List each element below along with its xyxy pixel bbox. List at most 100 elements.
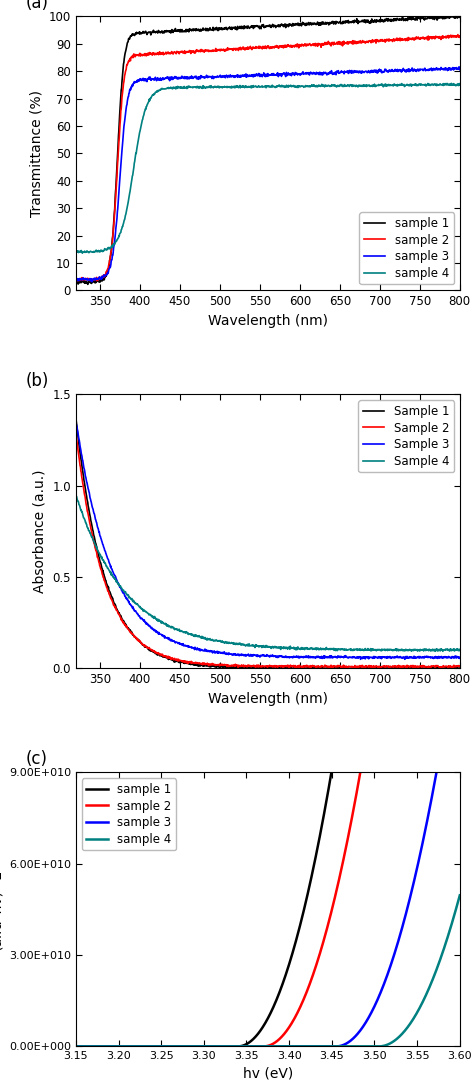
sample 4	[73, 245, 79, 258]
Sample 1	[228, 659, 234, 673]
Y-axis label: Absorbance (a.u.): Absorbance (a.u.)	[33, 470, 47, 593]
Legend: Sample 1, Sample 2, Sample 3, Sample 4: Sample 1, Sample 2, Sample 3, Sample 4	[358, 400, 454, 472]
Sample 4	[337, 643, 342, 656]
sample 2	[243, 41, 248, 55]
Sample 3	[379, 651, 385, 664]
sample 1	[73, 1040, 79, 1053]
Line: sample 2: sample 2	[76, 35, 460, 281]
Line: sample 1: sample 1	[76, 16, 460, 284]
sample 4	[112, 1040, 118, 1053]
Sample 1	[243, 662, 248, 675]
Text: (a): (a)	[26, 0, 49, 12]
sample 4	[337, 78, 343, 92]
sample 3	[373, 998, 378, 1012]
Line: Sample 3: Sample 3	[76, 420, 460, 659]
Sample 4	[242, 639, 248, 652]
sample 3	[373, 65, 378, 78]
Text: (c): (c)	[26, 750, 48, 768]
sample 3	[89, 276, 95, 289]
Text: (b): (b)	[26, 372, 49, 390]
sample 2	[455, 28, 461, 41]
Line: Sample 4: Sample 4	[76, 494, 460, 652]
sample 2	[113, 194, 118, 207]
sample 4	[243, 80, 248, 93]
sample 4	[380, 77, 385, 90]
Sample 2	[337, 659, 342, 673]
sample 3	[243, 70, 248, 83]
Sample 4	[112, 572, 118, 585]
Sample 3	[373, 650, 378, 663]
Sample 2	[379, 661, 385, 674]
sample 2	[337, 871, 342, 884]
Sample 2	[112, 602, 118, 615]
Y-axis label: (alfa*hv)^2: (alfa*hv)^2	[0, 869, 3, 950]
Line: sample 4: sample 4	[76, 83, 460, 253]
Line: Sample 2: Sample 2	[76, 433, 460, 668]
sample 1	[228, 21, 234, 34]
sample 2	[112, 1040, 118, 1053]
sample 4	[80, 246, 85, 259]
X-axis label: Wavelength (nm): Wavelength (nm)	[208, 692, 328, 705]
Sample 3	[402, 653, 408, 666]
Sample 1	[337, 662, 343, 675]
sample 1	[379, 388, 385, 401]
sample 2	[73, 1040, 79, 1053]
Line: Sample 1: Sample 1	[76, 419, 460, 668]
sample 2	[373, 675, 378, 688]
sample 1	[73, 277, 79, 290]
sample 1	[373, 449, 378, 462]
sample 1	[446, 10, 451, 23]
sample 3	[456, 60, 462, 73]
sample 1	[380, 14, 385, 27]
sample 1	[373, 14, 378, 27]
sample 1	[337, 15, 343, 28]
Sample 4	[228, 637, 234, 650]
Sample 4	[457, 643, 463, 656]
sample 1	[243, 22, 248, 35]
sample 2	[379, 628, 385, 641]
Sample 1	[224, 662, 230, 675]
sample 2	[457, 29, 463, 43]
Line: sample 3: sample 3	[76, 630, 460, 1046]
Sample 3	[337, 650, 342, 663]
sample 3	[380, 65, 385, 78]
Line: sample 3: sample 3	[76, 66, 460, 282]
sample 3	[337, 65, 343, 78]
sample 2	[373, 35, 378, 48]
sample 4	[373, 1040, 378, 1053]
sample 3	[112, 1040, 118, 1053]
sample 3	[73, 275, 79, 288]
Sample 1	[457, 662, 463, 675]
sample 4	[448, 76, 454, 89]
Sample 3	[242, 650, 248, 663]
Y-axis label: Transmittance (%): Transmittance (%)	[29, 89, 43, 217]
Sample 2	[373, 661, 378, 674]
sample 3	[457, 63, 463, 76]
Sample 2	[242, 659, 248, 673]
X-axis label: Wavelength (nm): Wavelength (nm)	[208, 314, 328, 328]
Sample 1	[380, 661, 385, 674]
Sample 2	[228, 659, 234, 673]
Sample 4	[373, 643, 378, 656]
Sample 2	[399, 662, 404, 675]
sample 4	[457, 78, 463, 92]
Line: sample 1: sample 1	[76, 0, 460, 1046]
Sample 4	[73, 487, 79, 500]
Line: sample 2: sample 2	[76, 0, 460, 1046]
sample 2	[380, 33, 385, 46]
sample 3	[228, 1040, 234, 1053]
sample 2	[228, 43, 234, 56]
Sample 1	[112, 598, 118, 611]
Sample 4	[440, 645, 446, 658]
Sample 3	[112, 569, 118, 582]
Sample 1	[73, 412, 79, 425]
Sample 3	[228, 647, 234, 661]
sample 3	[73, 1040, 79, 1053]
sample 3	[228, 70, 234, 83]
Sample 2	[457, 659, 463, 673]
sample 2	[228, 1040, 234, 1053]
sample 4	[379, 1040, 385, 1053]
sample 3	[242, 1040, 248, 1053]
sample 2	[73, 274, 79, 287]
Line: sample 4: sample 4	[76, 895, 460, 1046]
